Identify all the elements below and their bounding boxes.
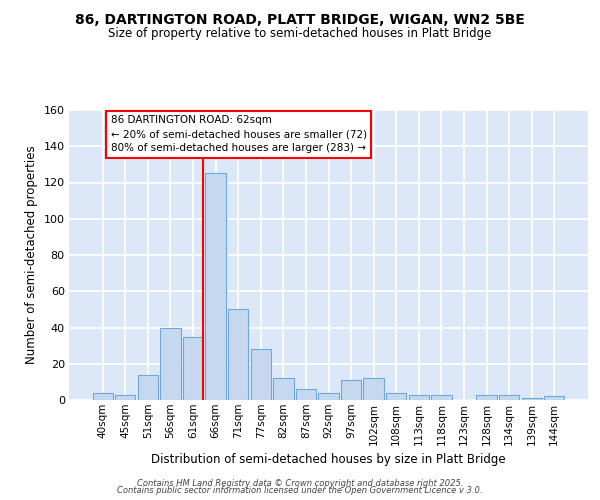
Bar bbox=[92, 393, 113, 400]
X-axis label: Distribution of semi-detached houses by size in Platt Bridge: Distribution of semi-detached houses by … bbox=[151, 453, 506, 466]
Bar bbox=[431, 394, 452, 400]
Bar bbox=[476, 394, 497, 400]
Bar bbox=[319, 393, 338, 400]
Bar bbox=[521, 398, 542, 400]
Text: 86 DARTINGTON ROAD: 62sqm
← 20% of semi-detached houses are smaller (72)
80% of : 86 DARTINGTON ROAD: 62sqm ← 20% of semi-… bbox=[110, 116, 367, 154]
Bar bbox=[115, 394, 136, 400]
Bar bbox=[364, 378, 384, 400]
Y-axis label: Number of semi-detached properties: Number of semi-detached properties bbox=[25, 146, 38, 364]
Text: 86, DARTINGTON ROAD, PLATT BRIDGE, WIGAN, WN2 5BE: 86, DARTINGTON ROAD, PLATT BRIDGE, WIGAN… bbox=[75, 12, 525, 26]
Bar bbox=[160, 328, 181, 400]
Bar bbox=[228, 310, 248, 400]
Bar bbox=[341, 380, 361, 400]
Bar bbox=[251, 349, 271, 400]
Bar bbox=[499, 394, 519, 400]
Text: Contains HM Land Registry data © Crown copyright and database right 2025.: Contains HM Land Registry data © Crown c… bbox=[137, 478, 463, 488]
Text: Size of property relative to semi-detached houses in Platt Bridge: Size of property relative to semi-detach… bbox=[109, 28, 491, 40]
Bar bbox=[138, 374, 158, 400]
Bar bbox=[296, 389, 316, 400]
Bar bbox=[409, 394, 429, 400]
Bar bbox=[544, 396, 565, 400]
Bar bbox=[183, 336, 203, 400]
Text: Contains public sector information licensed under the Open Government Licence v : Contains public sector information licen… bbox=[117, 486, 483, 495]
Bar bbox=[273, 378, 293, 400]
Bar bbox=[386, 393, 406, 400]
Bar bbox=[205, 174, 226, 400]
